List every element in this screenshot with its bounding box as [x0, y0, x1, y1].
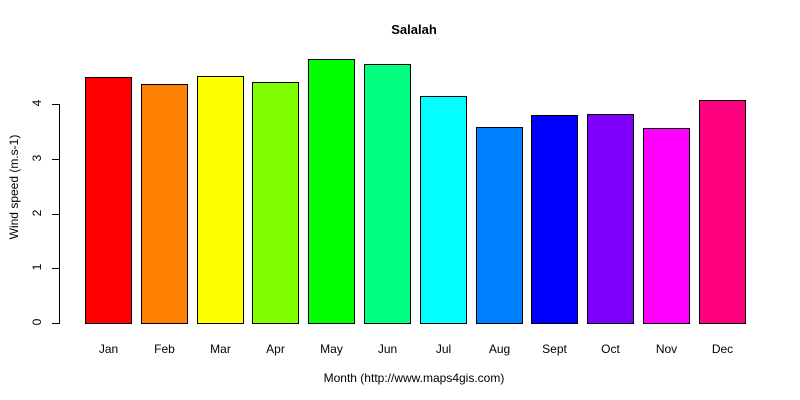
x-tick-label: Jun: [377, 342, 398, 356]
y-tick: [52, 158, 60, 160]
y-tick: [52, 268, 60, 270]
x-tick-label: Jan: [98, 342, 119, 356]
bar-feb: [141, 83, 188, 324]
y-tick-label: 2: [30, 209, 44, 216]
x-tick-label: Oct: [601, 342, 620, 356]
y-tick-label: 1: [30, 263, 44, 271]
bar-mar: [197, 76, 244, 324]
y-tick-label: 4: [30, 99, 44, 107]
y-tick: [52, 213, 60, 215]
y-tick-label: 0: [30, 318, 44, 326]
bar-oct: [587, 113, 634, 324]
x-tick-label: Dec: [711, 342, 734, 356]
x-tick-label: Mar: [210, 342, 231, 356]
bar-apr: [252, 82, 299, 324]
bar-dec: [699, 100, 746, 324]
bar-nov: [643, 128, 690, 324]
bar-jun: [364, 64, 411, 324]
bar-jul: [420, 95, 467, 324]
x-tick-label: Jul: [435, 342, 452, 356]
y-tick-label: 3: [30, 154, 44, 162]
x-axis-label: Month (http://www.maps4gis.com): [323, 371, 505, 385]
y-axis-label: Wind speed (m.s-1): [7, 134, 21, 240]
bar-aug: [476, 126, 523, 324]
y-tick: [52, 323, 60, 324]
x-tick-label: Apr: [266, 342, 285, 356]
chart-title: Salalah: [391, 22, 437, 37]
x-tick-label: Nov: [655, 342, 678, 356]
bar-sept: [531, 114, 578, 324]
bar-may: [308, 59, 355, 324]
x-tick-label: Feb: [154, 342, 175, 356]
x-tick-label: May: [320, 342, 343, 356]
x-tick-label: Sept: [542, 342, 567, 356]
x-tick-label: Aug: [488, 342, 511, 356]
y-tick: [52, 104, 60, 105]
bar-jan: [85, 77, 132, 324]
